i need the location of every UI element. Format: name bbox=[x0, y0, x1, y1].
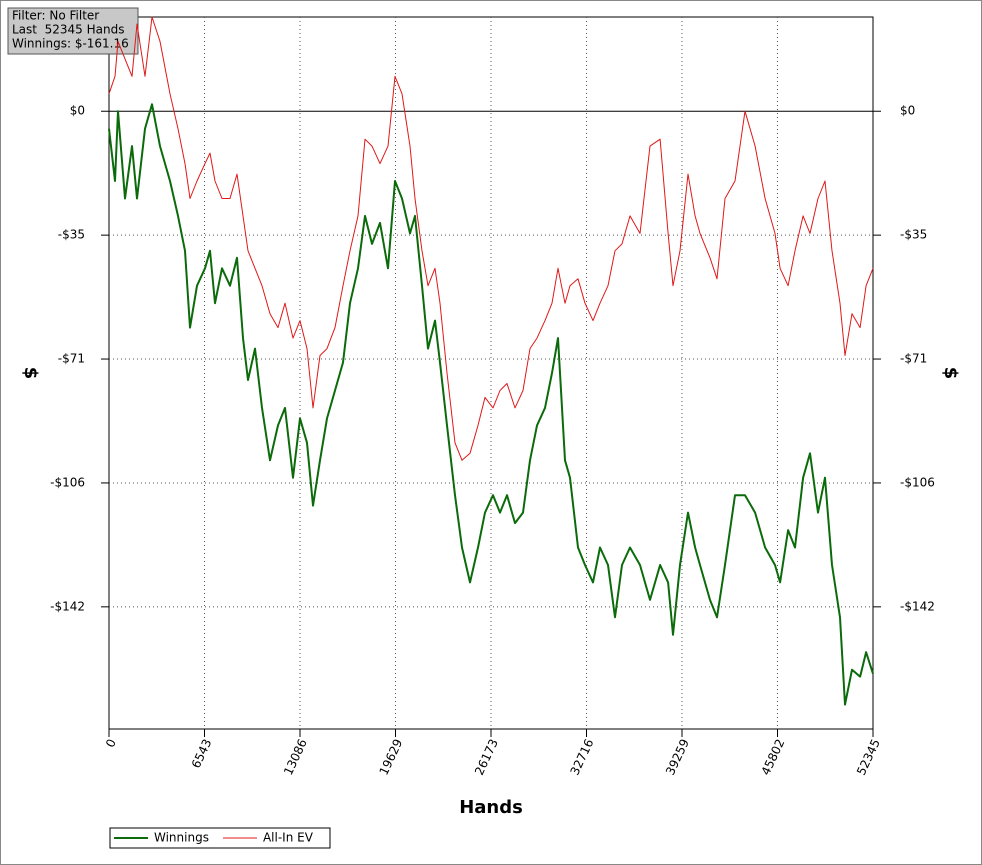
y-tick-label: -$106 bbox=[50, 475, 85, 489]
y-tick-label: -$142 bbox=[50, 599, 85, 613]
y2-tick-label: $0 bbox=[900, 104, 915, 118]
y2-axis-title: $ bbox=[940, 367, 961, 380]
legend-label: Winnings bbox=[154, 831, 209, 845]
info-line: Last 52345 Hands bbox=[12, 23, 124, 37]
y-tick-label: -$71 bbox=[58, 352, 85, 366]
y-axis-title: $ bbox=[20, 367, 41, 380]
legend bbox=[109, 827, 331, 849]
y-tick-label: -$35 bbox=[58, 228, 85, 242]
y2-tick-label: -$142 bbox=[900, 599, 935, 613]
y-tick-label: $0 bbox=[70, 104, 85, 118]
y2-tick-label: -$71 bbox=[900, 352, 927, 366]
info-background bbox=[7, 7, 139, 55]
y2-tick-label: -$35 bbox=[900, 228, 927, 242]
y2-tick-label: -$106 bbox=[900, 475, 935, 489]
series-line bbox=[108, 16, 874, 461]
info-line: Winnings: $-161.16 bbox=[12, 37, 129, 51]
legend-label: All-In EV bbox=[263, 831, 314, 845]
series-line bbox=[108, 103, 874, 706]
info-box: Filter: No Filter Last 52345 Hands Winni… bbox=[7, 7, 139, 55]
info-line: Filter: No Filter bbox=[12, 9, 99, 23]
x-axis-title: Hands bbox=[459, 797, 523, 818]
